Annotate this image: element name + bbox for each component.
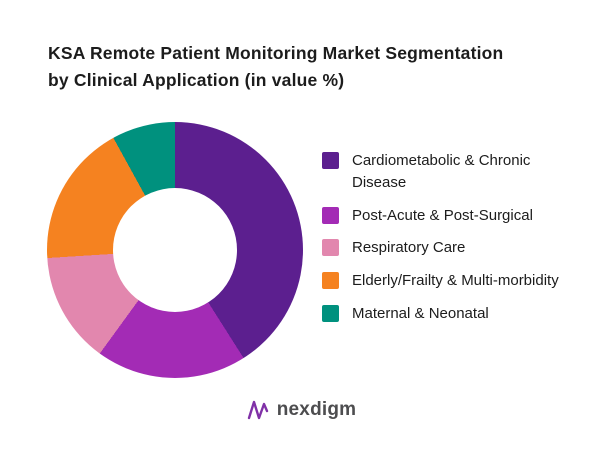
legend-swatch [322,272,339,289]
donut-hole [113,188,237,312]
legend-swatch [322,239,339,257]
legend-item: Respiratory Care [322,237,580,259]
nexdigm-logo: nexdigm [0,398,602,422]
chart-title-line1: KSA Remote Patient Monitoring Market Seg… [48,43,504,63]
legend-label: Elderly/Frailty & Multi-morbidity [352,272,559,289]
chart-title-line2: by Clinical Application (in value %) [48,70,345,91]
legend-label: Respiratory Care [352,239,466,257]
legend-item: Maternal & Neonatal [322,303,580,325]
legend-swatch [322,152,339,169]
legend-label: Cardiometabolic & Chronic Disease [352,152,531,191]
donut-chart [47,122,303,378]
legend-swatch [322,206,339,224]
legend-label: Maternal & Neonatal [352,304,489,322]
legend-label: Post-Acute & Post-Surgical [352,206,533,224]
legend-item: Cardiometabolic & Chronic Disease [322,150,580,194]
logo-text: nexdigm [276,399,357,420]
legend-item: Post-Acute & Post-Surgical [322,205,580,227]
wave-n-icon [247,400,268,420]
chart-legend: Cardiometabolic & Chronic Disease Post-A… [322,150,580,325]
legend-swatch [322,304,339,322]
legend-item: Elderly/Frailty & Multi-morbidity [322,270,580,292]
chart-title: KSA Remote Patient Monitoring Market Seg… [48,40,568,94]
